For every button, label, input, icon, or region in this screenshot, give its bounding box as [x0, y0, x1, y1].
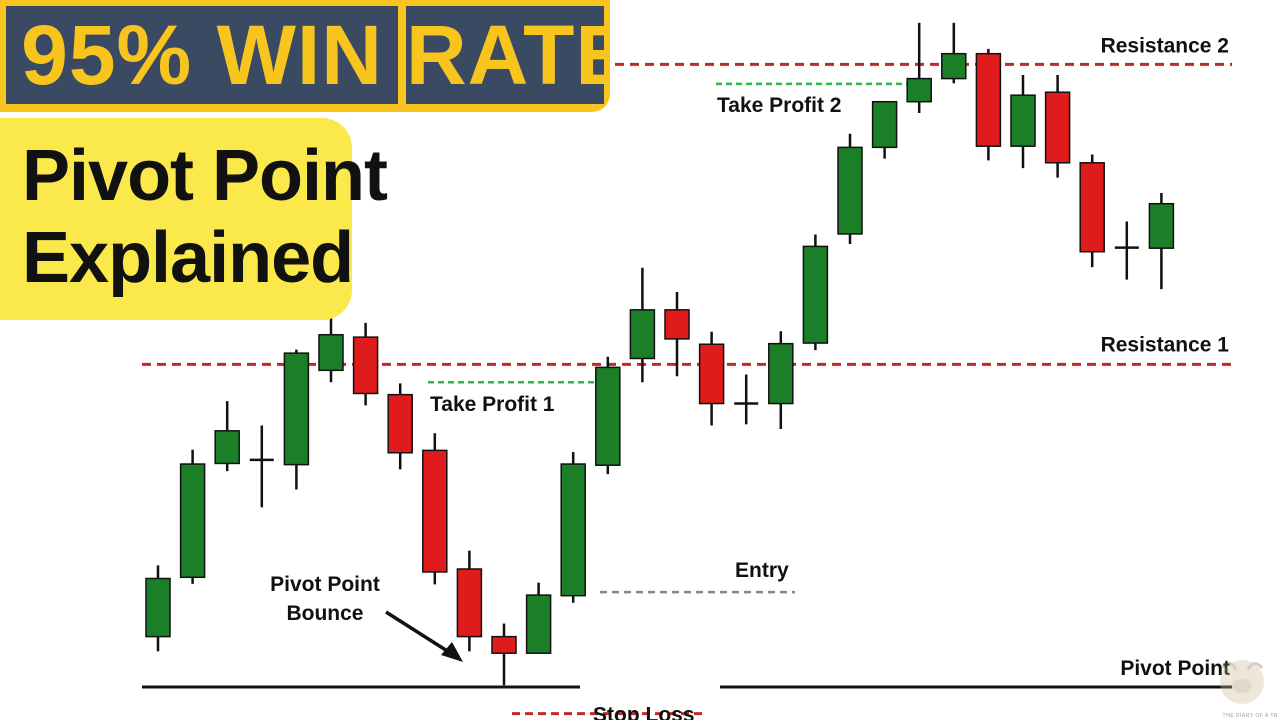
candle [629, 267, 656, 383]
subtitle-line-2: Explained [22, 218, 354, 298]
candle-body [179, 463, 206, 579]
label-take-profit-2: Take Profit 2 [717, 94, 841, 117]
candle [837, 133, 863, 245]
candle [664, 292, 690, 377]
candle-body [906, 77, 932, 103]
candle-body [145, 577, 171, 638]
candle [283, 349, 310, 490]
candle [595, 356, 621, 475]
candle [906, 22, 932, 113]
label-stop-loss: Stop Loss [593, 704, 695, 720]
candle [768, 331, 794, 430]
candle-body [560, 463, 586, 597]
candle [698, 331, 725, 426]
candle [491, 623, 517, 686]
candle [1079, 154, 1105, 268]
candle-body [1079, 162, 1105, 253]
candle [734, 374, 759, 425]
label-entry: Entry [735, 559, 789, 582]
candle [802, 234, 829, 351]
candle-body [941, 52, 967, 80]
candle-body [387, 393, 413, 454]
candle [179, 449, 206, 584]
candle [1044, 75, 1071, 178]
candle-body [698, 343, 725, 405]
candle-body [283, 352, 310, 466]
title-rate: RATE [406, 6, 604, 104]
candle [387, 383, 413, 470]
label-pivot-point: Pivot Point [1120, 657, 1230, 680]
candle [560, 452, 586, 603]
candle-body [1010, 94, 1036, 147]
candle-body [837, 146, 863, 235]
candle [145, 565, 171, 652]
candle-body [629, 309, 656, 360]
candle [422, 433, 448, 585]
candle [1114, 221, 1139, 280]
candle-body [214, 430, 240, 465]
subtitle-line-1: Pivot Point [22, 136, 388, 216]
candle [1148, 193, 1175, 290]
candle-body [318, 334, 344, 372]
label-resistance-1: Resistance 1 [1101, 333, 1230, 356]
annotation-line-2: Bounce [286, 602, 363, 625]
watermark-text: THE DIARY OF A TR [1222, 713, 1278, 719]
candle [1010, 75, 1036, 169]
title-win-rate-percent: 95% WIN [6, 6, 398, 104]
candle [975, 48, 1002, 161]
label-resistance-2: Resistance 2 [1101, 34, 1229, 57]
candle-body [456, 568, 483, 638]
candle [456, 550, 483, 652]
candle-body [768, 342, 794, 405]
label-take-profit-1: Take Profit 1 [430, 393, 555, 416]
candle [352, 322, 379, 406]
candle-body [525, 594, 552, 654]
annotation-arrow-head [441, 642, 463, 662]
candle-body [664, 309, 690, 340]
candle [249, 425, 274, 508]
candle [941, 22, 967, 84]
candle-body [975, 52, 1002, 147]
candle-body [871, 100, 898, 149]
candle-body [422, 449, 448, 573]
candle-body [802, 245, 829, 344]
candle [871, 100, 898, 159]
candle [214, 401, 240, 472]
candle [525, 582, 552, 654]
candle-body [491, 635, 517, 654]
candle-body [595, 366, 621, 466]
annotation-arrow-shaft [385, 610, 453, 656]
candle-body [352, 336, 379, 395]
bull-logo-icon [1220, 660, 1264, 704]
title-banner: 95% WIN RATE [0, 0, 610, 112]
candle-body [1148, 202, 1175, 249]
subtitle-box: Pivot Point Explained [0, 118, 388, 320]
annotation-line-1: Pivot Point [270, 573, 380, 596]
candle-body [1044, 91, 1071, 164]
